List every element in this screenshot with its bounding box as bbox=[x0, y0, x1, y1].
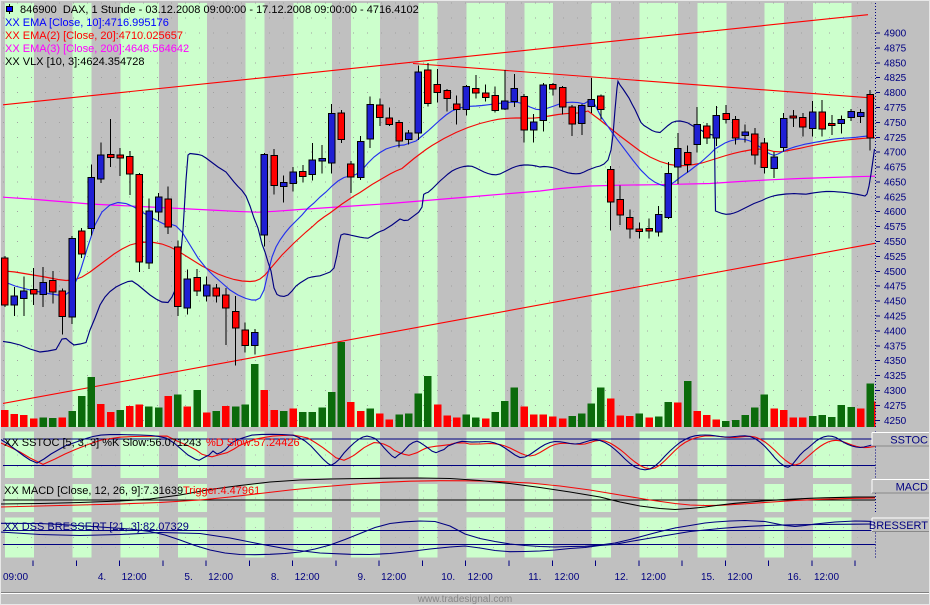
svg-text:846900 DAX, 1 Stunde - 03.12.: 846900 DAX, 1 Stunde - 03.12.2008 09:00:… bbox=[20, 4, 419, 16]
svg-text:XX SSTOC [5, 3, 3] %K Slow:56.: XX SSTOC [5, 3, 3] %K Slow:56.071243 bbox=[4, 437, 201, 449]
svg-text:12:00: 12:00 bbox=[208, 572, 233, 583]
svg-text:4425: 4425 bbox=[884, 312, 907, 323]
svg-text:4550: 4550 bbox=[884, 237, 907, 248]
svg-text:12:00: 12:00 bbox=[122, 572, 147, 583]
svg-text:4725: 4725 bbox=[884, 133, 907, 144]
svg-text:4750: 4750 bbox=[884, 118, 907, 129]
svg-text:Trigger:4.47961: Trigger:4.47961 bbox=[183, 485, 260, 497]
svg-text:5.: 5. bbox=[184, 572, 192, 583]
svg-text:XX DSS BRESSERT [21, 3]:82.073: XX DSS BRESSERT [21, 3]:82.07329 bbox=[4, 521, 189, 533]
svg-text:4275: 4275 bbox=[884, 401, 907, 412]
svg-text:XX EMA [Close, 10]:4716.995176: XX EMA [Close, 10]:4716.995176 bbox=[5, 17, 169, 29]
svg-text:XX EMA(3) [Close, 200]:4648.56: XX EMA(3) [Close, 200]:4648.564642 bbox=[5, 43, 189, 55]
svg-text:4900: 4900 bbox=[884, 29, 907, 40]
svg-text:XX VLX [10, 3]:4624.354728: XX VLX [10, 3]:4624.354728 bbox=[5, 56, 144, 68]
svg-text:MACD: MACD bbox=[896, 482, 928, 494]
svg-text:12.: 12. bbox=[614, 572, 628, 583]
svg-text:12:00: 12:00 bbox=[554, 572, 579, 583]
svg-text:12:00: 12:00 bbox=[641, 572, 666, 583]
svg-text:4325: 4325 bbox=[884, 371, 907, 382]
svg-text:10.: 10. bbox=[441, 572, 455, 583]
svg-text:12:00: 12:00 bbox=[814, 572, 839, 583]
svg-text:4575: 4575 bbox=[884, 222, 907, 233]
svg-text:4450: 4450 bbox=[884, 297, 907, 308]
svg-text:4700: 4700 bbox=[884, 148, 907, 159]
svg-text:4350: 4350 bbox=[884, 356, 907, 367]
svg-text:4250: 4250 bbox=[884, 416, 907, 427]
svg-text:XX EMA(2) [Close, 20]:4710.025: XX EMA(2) [Close, 20]:4710.025657 bbox=[5, 30, 183, 42]
svg-text:4875: 4875 bbox=[884, 43, 907, 54]
svg-text:11.: 11. bbox=[528, 572, 541, 583]
svg-text:XX MACD [Close, 12, 26, 9]:7.3: XX MACD [Close, 12, 26, 9]:7.31639 bbox=[4, 485, 183, 497]
svg-text:9.: 9. bbox=[358, 572, 366, 583]
svg-text:12:00: 12:00 bbox=[295, 572, 320, 583]
svg-text:www.tradesignal.com: www.tradesignal.com bbox=[417, 594, 512, 605]
svg-text:12:00: 12:00 bbox=[727, 572, 752, 583]
svg-text:4800: 4800 bbox=[884, 88, 907, 99]
svg-text:4850: 4850 bbox=[884, 58, 907, 69]
svg-text:4400: 4400 bbox=[884, 326, 907, 337]
svg-text:4500: 4500 bbox=[884, 267, 907, 278]
svg-text:4625: 4625 bbox=[884, 192, 907, 203]
svg-text:4775: 4775 bbox=[884, 103, 907, 114]
svg-text:12:00: 12:00 bbox=[468, 572, 493, 583]
svg-text:BRESSERT: BRESSERT bbox=[869, 520, 928, 532]
svg-text:4825: 4825 bbox=[884, 73, 907, 84]
svg-text:4525: 4525 bbox=[884, 252, 907, 263]
svg-text:4475: 4475 bbox=[884, 282, 907, 293]
svg-text:12:00: 12:00 bbox=[381, 572, 406, 583]
svg-text:16.: 16. bbox=[788, 572, 802, 583]
svg-text:4650: 4650 bbox=[884, 177, 907, 188]
svg-text:4375: 4375 bbox=[884, 341, 907, 352]
svg-text:8.: 8. bbox=[271, 572, 279, 583]
svg-text:SSTOC: SSTOC bbox=[890, 435, 928, 447]
svg-text:4675: 4675 bbox=[884, 163, 907, 174]
svg-text:4600: 4600 bbox=[884, 207, 907, 218]
svg-text:%D Slow:57.24426: %D Slow:57.24426 bbox=[206, 437, 300, 449]
svg-text:4300: 4300 bbox=[884, 386, 907, 397]
svg-text:15.: 15. bbox=[701, 572, 715, 583]
svg-text:09:00: 09:00 bbox=[3, 572, 28, 583]
svg-text:4.: 4. bbox=[98, 572, 106, 583]
